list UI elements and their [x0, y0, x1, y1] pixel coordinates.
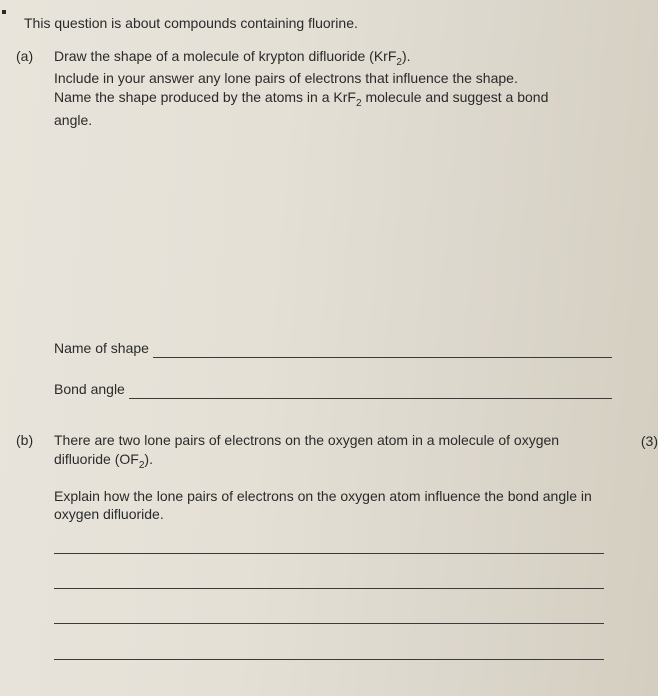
part-b-para1-tail: ).	[144, 451, 153, 467]
part-b-para1-pre: There are two lone pairs of electrons on…	[54, 432, 559, 467]
part-a-line4: angle.	[54, 111, 612, 130]
name-of-shape-input-line[interactable]	[153, 343, 612, 358]
bullet-dot	[2, 10, 6, 14]
name-of-shape-label: Name of shape	[54, 339, 149, 358]
part-a-line2: Include in your answer any lone pairs of…	[54, 69, 612, 88]
part-a-formula1-tail: ).	[402, 48, 411, 64]
part-b: (b) There are two lone pairs of electron…	[14, 431, 652, 680]
bond-angle-label: Bond angle	[54, 380, 125, 399]
answer-line[interactable]	[54, 574, 604, 589]
part-b-para1: There are two lone pairs of electrons on…	[54, 431, 612, 472]
part-a: (a) Draw the shape of a molecule of kryp…	[14, 47, 652, 421]
part-a-label: (a)	[14, 47, 54, 421]
part-a-formula2-tail: molecule and suggest a bond	[362, 89, 549, 105]
part-b-label: (b)	[14, 431, 54, 680]
part-a-line1: Draw the shape of a molecule of krypton …	[54, 47, 612, 69]
name-of-shape-row: Name of shape	[54, 339, 612, 358]
part-a-line3-text: Name the shape produced by the atoms in …	[54, 89, 356, 105]
bond-angle-input-line[interactable]	[129, 384, 612, 399]
part-a-marks: (3)	[641, 432, 658, 451]
answer-line[interactable]	[54, 609, 604, 624]
answer-line[interactable]	[54, 538, 604, 553]
part-a-line3: Name the shape produced by the atoms in …	[54, 88, 612, 110]
part-a-line1-text: Draw the shape of a molecule of krypton …	[54, 48, 396, 64]
part-b-para2: Explain how the lone pairs of electrons …	[54, 487, 612, 525]
part-b-body: There are two lone pairs of electrons on…	[54, 431, 652, 680]
part-a-body: Draw the shape of a molecule of krypton …	[54, 47, 652, 421]
bond-angle-row: Bond angle	[54, 380, 612, 399]
answer-line[interactable]	[54, 644, 604, 659]
part-a-drawing-space	[54, 129, 612, 339]
intro-text: This question is about compounds contain…	[24, 14, 652, 33]
